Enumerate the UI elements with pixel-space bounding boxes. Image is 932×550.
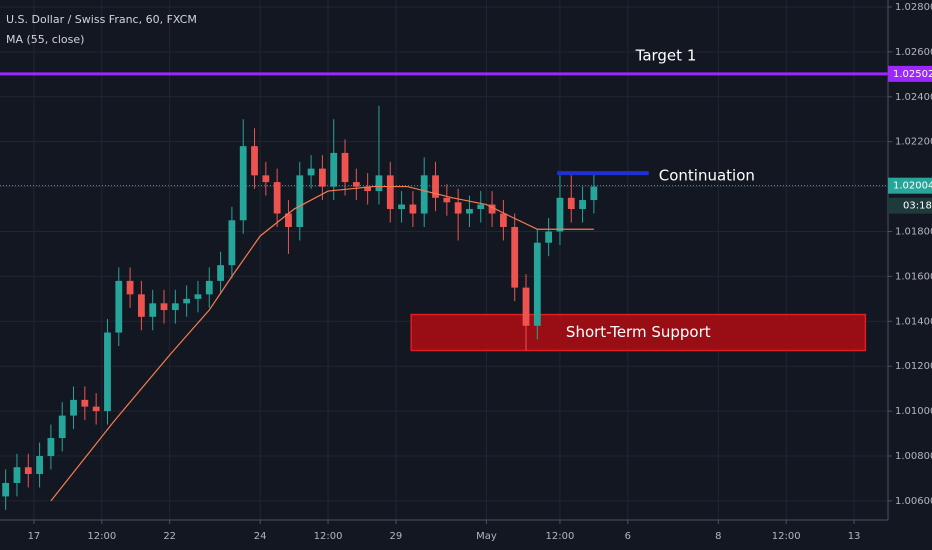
continuation-label: Continuation [659, 167, 755, 185]
countdown-label: 03:18 [903, 201, 932, 212]
candle-body [330, 152, 338, 187]
candle-body [590, 186, 598, 201]
candle-body [454, 202, 462, 214]
x-tick-label: 24 [254, 531, 267, 542]
candle-body [556, 197, 564, 232]
target-label: Target 1 [635, 46, 697, 64]
candle-body [319, 168, 326, 187]
x-tick-label: 17 [28, 531, 41, 542]
y-tick-label: 1.00600 [895, 496, 932, 507]
candle-body [296, 175, 304, 227]
candle-body [126, 280, 134, 295]
candle-body [567, 197, 575, 210]
candle-body [36, 456, 43, 474]
moving-average [50, 185, 594, 502]
y-tick-label: 1.02400 [895, 92, 932, 103]
candle-body [205, 280, 213, 295]
candle-body [160, 303, 168, 311]
last-price-label: 1.02004 [893, 181, 932, 192]
x-tick-label: 12:00 [314, 531, 343, 542]
candle-body [398, 204, 405, 210]
candle-body [545, 231, 553, 243]
x-tick-label: May [476, 531, 497, 542]
x-tick-label: 8 [715, 531, 721, 542]
y-tick-label: 1.02200 [895, 137, 932, 148]
candle-body [273, 182, 281, 214]
support-zone [410, 313, 867, 352]
x-tick-label: 22 [163, 531, 176, 542]
candle-body [466, 209, 473, 214]
candle-body [239, 146, 247, 221]
candle-body [171, 303, 179, 311]
last-price-box [888, 177, 932, 194]
candle-body [70, 399, 77, 416]
candle-body [386, 175, 394, 210]
y-tick-label: 1.01600 [895, 271, 932, 282]
candle-body [341, 152, 349, 183]
candle-body [511, 226, 519, 288]
candle-body [217, 265, 224, 281]
candle-body [251, 146, 258, 176]
y-tick-label: 1.01200 [895, 361, 932, 372]
target-price-label: 1.02502 [893, 69, 932, 80]
x-tick-label: 13 [848, 531, 861, 542]
candle-body [533, 242, 541, 326]
candle-body [488, 204, 496, 214]
candle-body [420, 175, 428, 214]
candle-body [47, 438, 55, 457]
chart-title: U.S. Dollar / Swiss Franc, 60, FXCM [6, 13, 197, 26]
x-tick-label: 12:00 [772, 531, 801, 542]
x-tick-label: 12:00 [546, 531, 575, 542]
candle-body [443, 197, 451, 203]
y-tick-label: 1.02600 [895, 47, 932, 58]
candle-body [499, 213, 507, 227]
candle-body [24, 467, 32, 474]
candle-body [58, 415, 66, 439]
candle-body [375, 175, 383, 192]
y-tick-label: 1.01800 [895, 226, 932, 237]
candle-body [115, 280, 123, 333]
y-tick-label: 1.02800 [895, 2, 932, 13]
candle-body [409, 204, 417, 214]
candle-body [364, 186, 372, 192]
candle-body [104, 332, 111, 412]
indicator-label: MA (55, close) [6, 33, 84, 46]
candle-body [285, 213, 292, 227]
y-tick-label: 1.01400 [895, 316, 932, 327]
candle-body [228, 220, 236, 266]
candle-body [194, 294, 202, 299]
candle-body [307, 168, 315, 176]
candle-body [81, 399, 89, 407]
candle-body [522, 287, 530, 326]
candle-body [92, 406, 100, 412]
support-label: Short-Term Support [566, 323, 711, 341]
x-tick-label: 6 [625, 531, 631, 542]
candle-body [477, 204, 485, 210]
x-tick-label: 29 [390, 531, 403, 542]
candle-body [2, 482, 10, 497]
candle-body [13, 467, 21, 483]
candle-body [183, 298, 191, 304]
candle-body [432, 175, 439, 198]
candle-body [262, 175, 270, 183]
y-tick-label: 1.00800 [895, 451, 932, 462]
countdown-box [888, 197, 932, 214]
target-price-box [888, 65, 932, 82]
candle-body [138, 294, 145, 317]
x-tick-label: 12:00 [87, 531, 116, 542]
candle-body [352, 182, 360, 187]
candle-body [149, 303, 157, 317]
candle-body [579, 200, 586, 210]
y-tick-label: 1.01000 [895, 406, 932, 417]
